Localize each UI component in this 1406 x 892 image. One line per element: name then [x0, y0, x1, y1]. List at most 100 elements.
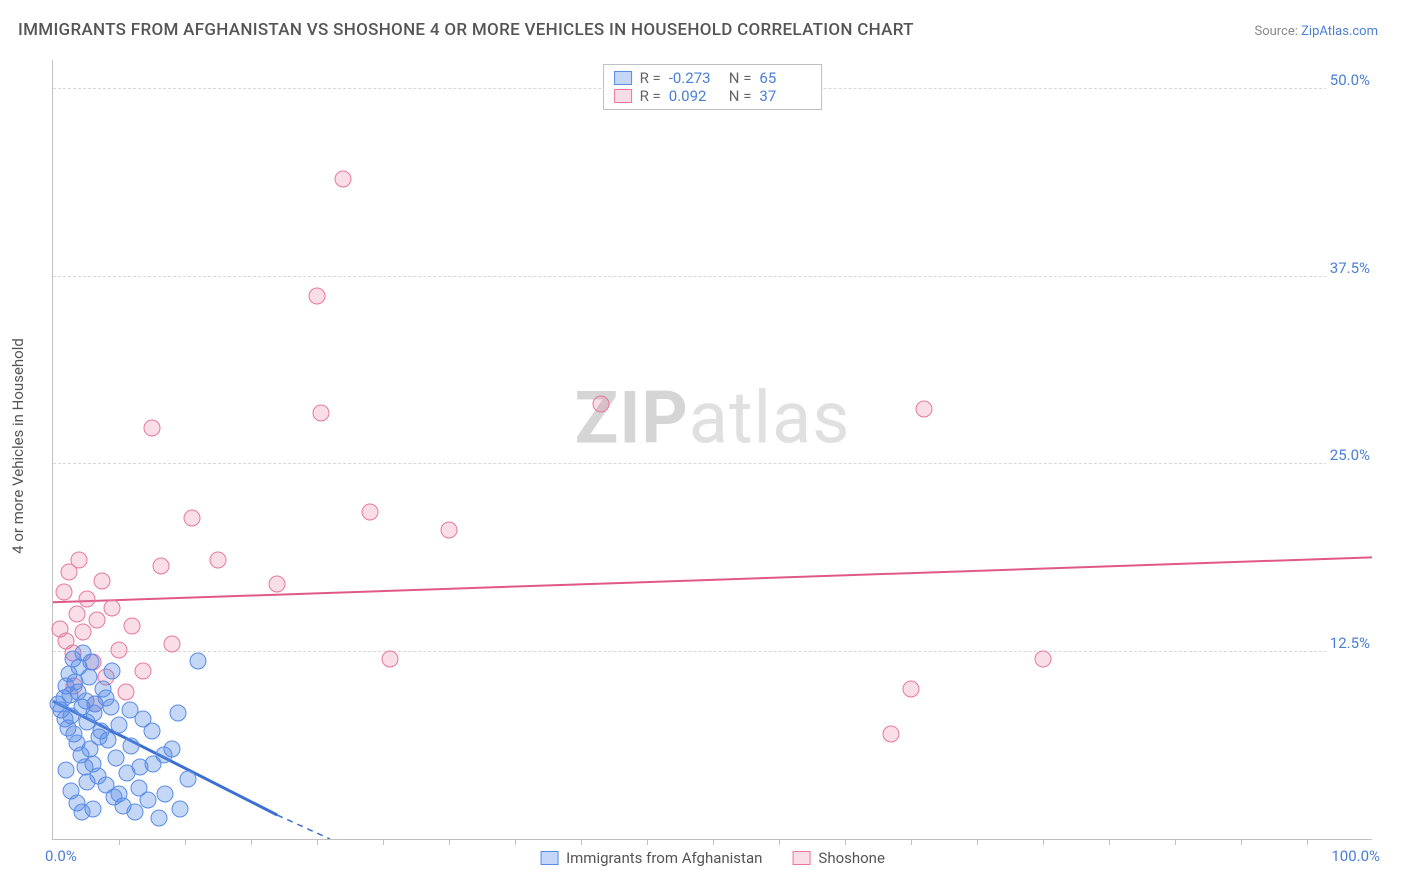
x-tick-minor	[779, 839, 780, 845]
scatter-point-blue	[132, 759, 149, 776]
correlation-legend: R = -0.273 N = 65R = 0.092 N = 37	[603, 64, 823, 110]
series-legend-label: Shoshone	[818, 849, 885, 867]
legend-n-label: N =	[729, 87, 752, 105]
scatter-point-blue	[155, 747, 172, 764]
scatter-point-pink	[592, 396, 609, 413]
scatter-point-blue	[150, 810, 167, 827]
watermark-bold: ZIP	[575, 376, 689, 461]
scatter-point-pink	[93, 573, 110, 590]
scatter-point-pink	[916, 400, 933, 417]
scatter-point-pink	[361, 504, 378, 521]
y-tick-label: 37.5%	[1326, 259, 1374, 277]
source-label: Source:	[1254, 24, 1301, 39]
scatter-point-pink	[71, 552, 88, 569]
legend-r-value: -0.273	[669, 69, 721, 87]
x-tick-minor	[1109, 839, 1110, 845]
scatter-point-blue	[171, 801, 188, 818]
legend-swatch-pink	[792, 851, 810, 865]
scatter-point-pink	[111, 642, 128, 659]
legend-r-label: R =	[640, 87, 661, 105]
correlation-legend-row: R =-0.273N =65	[614, 69, 812, 87]
scatter-point-blue	[91, 729, 108, 746]
scatter-point-pink	[153, 558, 170, 575]
scatter-point-pink	[183, 510, 200, 527]
scatter-point-pink	[210, 552, 227, 569]
scatter-point-blue	[111, 786, 128, 803]
y-axis-label: 4 or more Vehicles in Household	[9, 338, 27, 554]
x-tick-minor	[1043, 839, 1044, 845]
scatter-point-pink	[68, 606, 85, 623]
legend-swatch-blue	[614, 71, 632, 85]
gridline-horizontal	[53, 463, 1372, 464]
x-tick-minor	[845, 839, 846, 845]
series-legend-label: Immigrants from Afghanistan	[566, 849, 762, 867]
source-attribution: Source: ZipAtlas.com	[1254, 24, 1378, 39]
scatter-point-blue	[190, 652, 207, 669]
x-tick-minor	[1175, 839, 1176, 845]
x-tick-minor	[251, 839, 252, 845]
legend-r-value: 0.092	[669, 87, 721, 105]
source-link[interactable]: ZipAtlas.com	[1301, 24, 1378, 39]
scatter-point-blue	[122, 738, 139, 755]
y-tick-label: 12.5%	[1326, 634, 1374, 652]
x-axis-min-label: 0.0%	[45, 847, 77, 865]
x-tick-minor	[515, 839, 516, 845]
scatter-point-pink	[163, 636, 180, 653]
series-legend-item: Shoshone	[792, 849, 885, 867]
legend-swatch-pink	[614, 89, 632, 103]
trend-lines-svg	[53, 60, 1372, 839]
legend-swatch-blue	[540, 851, 558, 865]
scatter-point-blue	[83, 654, 100, 671]
scatter-point-blue	[84, 801, 101, 818]
series-legend: Immigrants from Afghanistan Shoshone	[540, 849, 885, 867]
scatter-point-blue	[157, 786, 174, 803]
scatter-point-blue	[58, 762, 75, 779]
x-tick-minor	[977, 839, 978, 845]
scatter-point-pink	[903, 681, 920, 698]
scatter-point-pink	[88, 612, 105, 629]
trend-line	[277, 815, 330, 839]
scatter-point-blue	[144, 723, 161, 740]
scatter-point-pink	[144, 420, 161, 437]
legend-n-value: 65	[759, 69, 811, 87]
scatter-point-pink	[312, 405, 329, 422]
x-tick-minor	[119, 839, 120, 845]
x-tick-minor	[581, 839, 582, 845]
scatter-point-pink	[335, 171, 352, 188]
watermark: ZIPatlas	[575, 376, 851, 461]
scatter-point-pink	[134, 663, 151, 680]
scatter-point-blue	[79, 774, 96, 791]
scatter-point-pink	[269, 576, 286, 593]
scatter-point-blue	[170, 705, 187, 722]
scatter-point-blue	[108, 750, 125, 767]
trend-line	[53, 557, 1372, 602]
legend-r-label: R =	[640, 69, 661, 87]
scatter-point-pink	[441, 522, 458, 539]
scatter-point-pink	[309, 288, 326, 305]
scatter-point-pink	[104, 600, 121, 617]
x-tick-minor	[185, 839, 186, 845]
legend-n-value: 37	[759, 87, 811, 105]
scatter-point-blue	[80, 669, 97, 686]
scatter-point-pink	[79, 591, 96, 608]
y-tick-label: 25.0%	[1326, 446, 1374, 464]
x-tick-minor	[1241, 839, 1242, 845]
correlation-legend-row: R = 0.092 N = 37	[614, 87, 812, 105]
watermark-light: atlas	[689, 376, 851, 461]
scatter-point-pink	[124, 618, 141, 635]
scatter-point-blue	[111, 717, 128, 734]
scatter-point-blue	[126, 804, 143, 821]
x-tick-minor	[713, 839, 714, 845]
scatter-point-blue	[97, 690, 114, 707]
gridline-horizontal	[53, 276, 1372, 277]
scatter-point-pink	[117, 684, 134, 701]
scatter-point-pink	[75, 624, 92, 641]
y-tick-label: 50.0%	[1326, 71, 1374, 89]
scatter-point-pink	[381, 651, 398, 668]
gridline-horizontal	[53, 651, 1372, 652]
scatter-plot-area: ZIPatlas R = -0.273 N = 65R = 0.092 N = 37 0.…	[52, 60, 1372, 840]
series-legend-item: Immigrants from Afghanistan	[540, 849, 762, 867]
x-tick-minor	[647, 839, 648, 845]
scatter-point-pink	[55, 583, 72, 600]
chart-title: IMMIGRANTS FROM AFGHANISTAN VS SHOSHONE …	[18, 20, 914, 40]
